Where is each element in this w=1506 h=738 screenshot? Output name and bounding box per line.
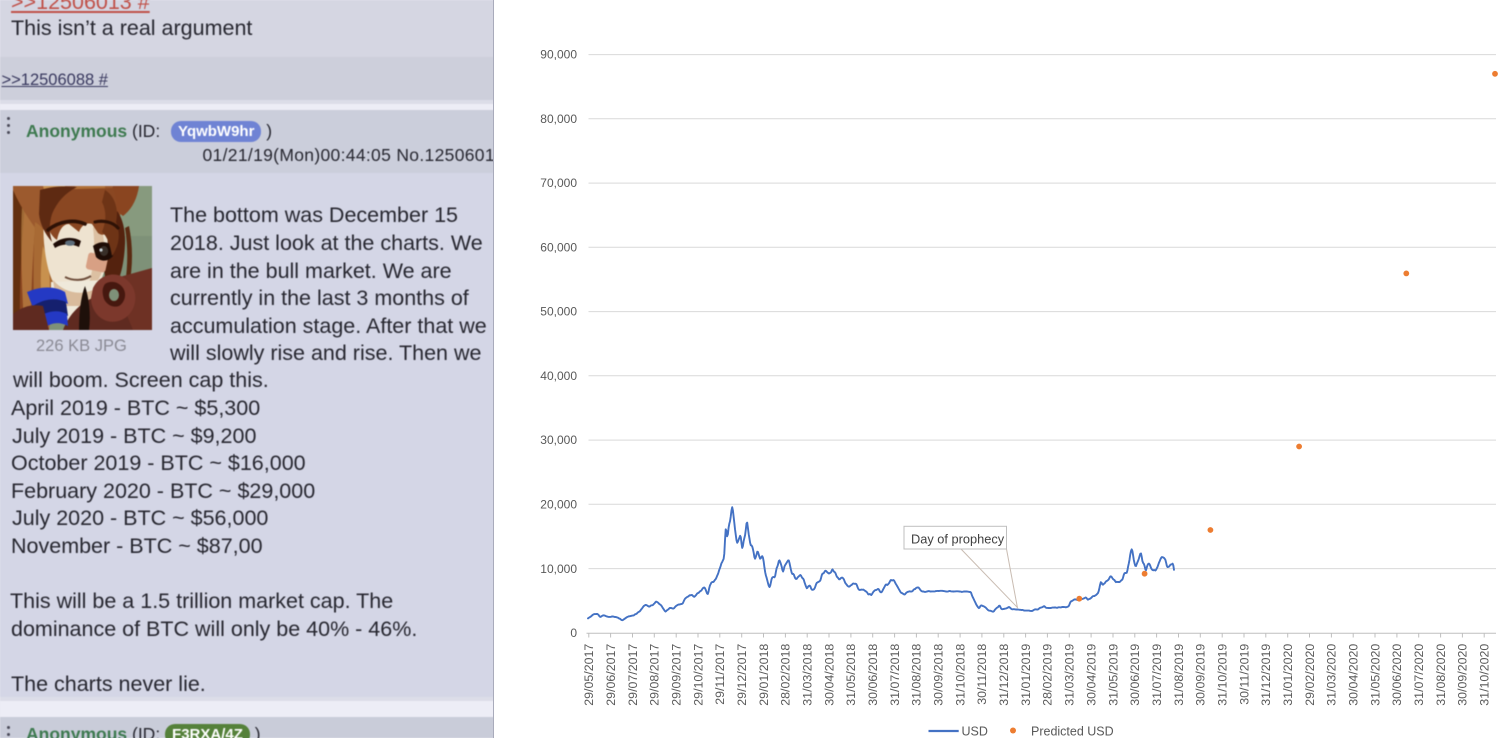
- svg-text:0: 0: [570, 626, 577, 640]
- svg-text:10,000: 10,000: [540, 562, 577, 576]
- svg-text:31/05/2019: 31/05/2019: [1106, 644, 1120, 706]
- svg-text:80,000: 80,000: [540, 112, 577, 126]
- svg-text:20,000: 20,000: [540, 498, 577, 512]
- svg-text:28/02/2018: 28/02/2018: [779, 644, 793, 706]
- svg-text:29/01/2018: 29/01/2018: [757, 644, 771, 706]
- svg-text:31/10/2018: 31/10/2018: [953, 644, 967, 706]
- svg-text:30/06/2020: 30/06/2020: [1390, 644, 1404, 706]
- svg-text:29/08/2017: 29/08/2017: [648, 644, 662, 706]
- svg-text:30/06/2019: 30/06/2019: [1128, 644, 1142, 706]
- svg-text:29/12/2017: 29/12/2017: [735, 644, 749, 706]
- svg-text:31/05/2018: 31/05/2018: [844, 644, 858, 706]
- svg-text:31/12/2018: 31/12/2018: [997, 644, 1011, 706]
- svg-text:50,000: 50,000: [540, 305, 577, 319]
- svg-text:29/05/2017: 29/05/2017: [582, 644, 596, 706]
- svg-text:31/10/2020: 31/10/2020: [1478, 644, 1492, 706]
- svg-text:31/08/2019: 31/08/2019: [1172, 644, 1186, 706]
- svg-text:30/04/2019: 30/04/2019: [1084, 644, 1098, 706]
- svg-text:31/10/2019: 31/10/2019: [1216, 644, 1230, 706]
- svg-text:29/06/2017: 29/06/2017: [604, 644, 618, 706]
- svg-text:30/09/2018: 30/09/2018: [932, 644, 946, 706]
- svg-text:40,000: 40,000: [540, 369, 577, 383]
- svg-text:30/11/2018: 30/11/2018: [975, 644, 989, 705]
- svg-text:31/08/2018: 31/08/2018: [910, 644, 924, 706]
- svg-text:90,000: 90,000: [540, 48, 577, 62]
- svg-text:31/03/2019: 31/03/2019: [1063, 644, 1077, 706]
- svg-text:29/07/2017: 29/07/2017: [626, 644, 640, 706]
- svg-text:USD: USD: [962, 725, 988, 738]
- svg-text:30/04/2020: 30/04/2020: [1347, 644, 1361, 706]
- svg-text:29/09/2017: 29/09/2017: [670, 644, 684, 706]
- svg-text:Day of prophecy: Day of prophecy: [911, 532, 1005, 547]
- svg-text:30,000: 30,000: [540, 433, 577, 447]
- svg-text:30/09/2019: 30/09/2019: [1194, 644, 1208, 706]
- svg-text:30/09/2020: 30/09/2020: [1456, 644, 1470, 706]
- svg-text:29/02/2020: 29/02/2020: [1303, 644, 1317, 706]
- svg-text:31/08/2020: 31/08/2020: [1434, 644, 1448, 706]
- svg-text:31/01/2019: 31/01/2019: [1019, 644, 1033, 706]
- svg-text:31/12/2019: 31/12/2019: [1259, 644, 1273, 706]
- svg-text:Predicted USD: Predicted USD: [1031, 725, 1114, 738]
- svg-text:30/11/2019: 30/11/2019: [1237, 644, 1251, 705]
- svg-text:31/07/2020: 31/07/2020: [1412, 644, 1426, 706]
- svg-text:29/10/2017: 29/10/2017: [691, 644, 705, 706]
- svg-text:30/06/2018: 30/06/2018: [866, 644, 880, 706]
- svg-text:31/01/2020: 31/01/2020: [1281, 644, 1295, 706]
- svg-text:31/03/2020: 31/03/2020: [1325, 644, 1339, 706]
- svg-text:70,000: 70,000: [540, 176, 577, 190]
- svg-text:31/07/2018: 31/07/2018: [888, 644, 902, 706]
- svg-text:31/07/2019: 31/07/2019: [1150, 644, 1164, 706]
- svg-text:29/11/2017: 29/11/2017: [713, 644, 727, 705]
- svg-text:28/02/2019: 28/02/2019: [1041, 644, 1055, 706]
- svg-text:31/03/2018: 31/03/2018: [801, 644, 815, 706]
- svg-text:60,000: 60,000: [540, 241, 577, 255]
- svg-text:30/04/2018: 30/04/2018: [822, 644, 836, 706]
- svg-text:31/05/2020: 31/05/2020: [1368, 644, 1382, 706]
